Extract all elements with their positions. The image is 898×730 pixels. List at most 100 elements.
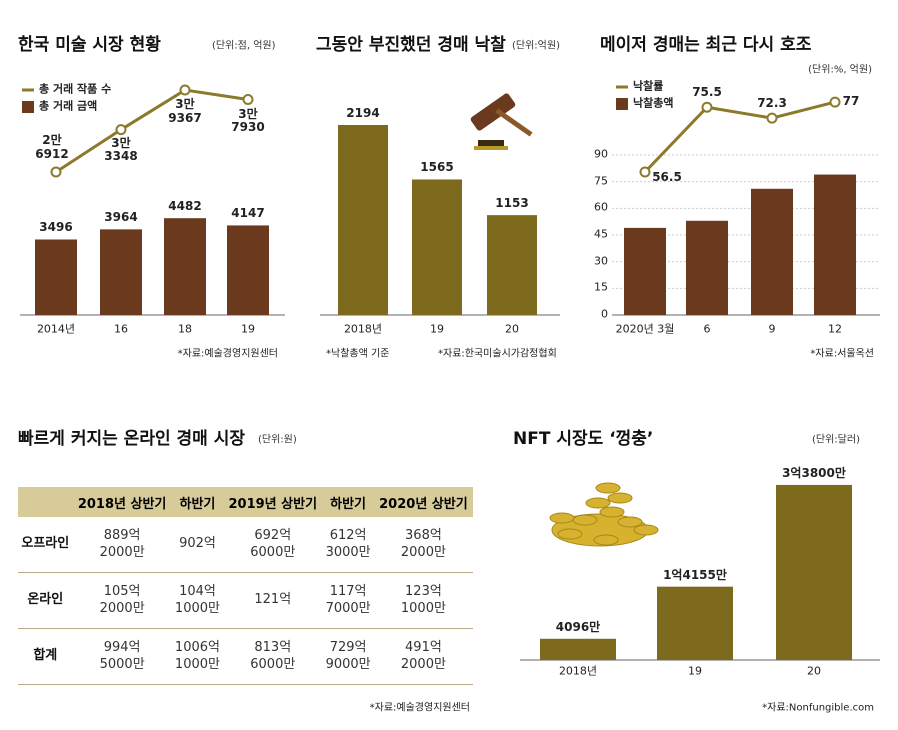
table-cell: 121억 [223, 572, 323, 629]
x-tick-label: 6 [703, 322, 711, 336]
coins-icon [549, 482, 659, 547]
value-label: 3만 3348 [104, 135, 138, 164]
x-tick-label: 19 [241, 322, 255, 336]
table-cell: 902억 [171, 517, 224, 573]
line-point [50, 166, 62, 178]
line-point [639, 166, 651, 178]
line [55, 88, 249, 174]
y-tick-label: 90 [594, 147, 608, 161]
bar [338, 124, 388, 315]
chart-subtitle: (단위:%, 억원) [808, 64, 872, 76]
x-tick-label: 20 [505, 322, 519, 336]
bar [164, 218, 206, 315]
table-cell: 105억 2000만 [72, 572, 172, 629]
x-tick-label: 9 [768, 322, 776, 336]
table-cell: 491억 2000만 [373, 628, 473, 685]
line-point [829, 96, 841, 108]
bar [487, 215, 537, 315]
x-tick-label: 16 [114, 322, 128, 336]
table-cell: 104억 1000만 [171, 572, 224, 629]
line-point [701, 101, 713, 113]
header-cell: 2020년 상반기 [373, 487, 473, 517]
value-label: 56.5 [652, 170, 682, 185]
x-tick-label: 2018년 [343, 322, 383, 336]
table-cell: 994억 5000만 [72, 628, 172, 685]
x-tick-label: 2018년 [558, 664, 598, 678]
header-cell [18, 487, 73, 517]
table-cell: 729억 9000만 [322, 628, 374, 685]
x-tick-label: 2014년 [36, 322, 76, 336]
bar [35, 239, 77, 315]
source-note: *낙찰총액 기준 [326, 348, 390, 360]
x-tick-label: 12 [828, 322, 842, 336]
row-label: 온라인 [18, 572, 73, 629]
source-note: *자료:한국미술시가감정협회 [438, 348, 557, 360]
y-tick-label: 30 [594, 254, 608, 268]
bar [686, 220, 728, 315]
line-point [179, 84, 191, 96]
chart-subtitle: (단위:달러) [812, 434, 860, 446]
chart-subtitle: (단위:점, 억원) [212, 40, 276, 52]
x-tick-label: 19 [430, 322, 444, 336]
value-label: 3496 [39, 220, 73, 235]
x-tick-label: 20 [807, 664, 821, 678]
y-tick-label: 75 [594, 174, 608, 188]
chart-subtitle: (단위:억원) [512, 40, 560, 52]
bar [814, 174, 856, 315]
table-cell: 1006억 1000만 [171, 628, 224, 685]
y-tick-label: 0 [601, 307, 608, 321]
source-note: *자료:Nonfungible.com [762, 702, 874, 714]
header-cell: 2019년 상반기 [223, 487, 323, 517]
y-tick-label: 15 [594, 281, 608, 295]
value-label: 77 [842, 94, 860, 109]
value-label: 3만 7930 [231, 106, 265, 135]
x-tick-label: 18 [178, 322, 192, 336]
value-label: 1억4155만 [663, 567, 727, 582]
chart-title: 한국 미술 시장 현황 [18, 35, 161, 56]
table-subtitle: (단위:원) [258, 434, 297, 446]
row-label: 합계 [18, 628, 73, 685]
table-cell: 612억 3000만 [322, 517, 374, 573]
value-label: 4147 [231, 206, 265, 221]
header-cell: 하반기 [322, 487, 374, 517]
bar [776, 484, 852, 660]
source-note: *자료:예술경영지원센터 [369, 702, 470, 714]
legend-label: 총 거래 작품 수 [39, 82, 112, 96]
table-cell: 813억 6000만 [223, 628, 323, 685]
table-cell: 117억 7000만 [322, 572, 374, 629]
data-table: 2018년 상반기 하반기 2019년 상반기 하반기 2020년 상반기 오프라인 889… [18, 487, 473, 685]
legend-label: 낙찰률 [633, 79, 664, 93]
value-label: 4482 [168, 199, 202, 214]
gavel-icon [470, 93, 533, 150]
table-cell: 123억 1000만 [373, 572, 473, 629]
x-tick-label: 19 [688, 664, 702, 678]
legend-swatch [22, 101, 34, 113]
chart-title: NFT 시장도 ‘껑충’ [513, 429, 654, 450]
bar [227, 225, 269, 315]
bar [100, 229, 142, 315]
source-note: *자료:서울옥션 [810, 348, 874, 360]
bar [657, 586, 733, 660]
table-title: 빠르게 커지는 온라인 경매 시장 [18, 429, 245, 450]
table-cell: 889억 2000만 [72, 517, 172, 573]
legend-label: 낙찰총액 [633, 96, 674, 110]
value-label: 2194 [346, 106, 380, 121]
bar [624, 227, 666, 315]
legend-label: 총 거래 금액 [39, 99, 98, 113]
value-label: 75.5 [692, 85, 722, 100]
header-cell: 2018년 상반기 [72, 487, 172, 517]
header-cell: 하반기 [171, 487, 224, 517]
x-tick-label: 2020년 3월 [615, 322, 675, 336]
source-note: *자료:예술경영지원센터 [177, 348, 278, 360]
bar [540, 638, 616, 660]
value-label: 3964 [104, 210, 138, 225]
table-cell: 368억 2000만 [373, 517, 473, 573]
y-tick-label: 45 [594, 227, 608, 241]
value-label: 1565 [420, 160, 454, 175]
line-point [242, 94, 254, 106]
value-label: 1153 [495, 196, 529, 211]
value-label: 72.3 [757, 96, 787, 111]
value-label: 3억3800만 [782, 466, 846, 481]
